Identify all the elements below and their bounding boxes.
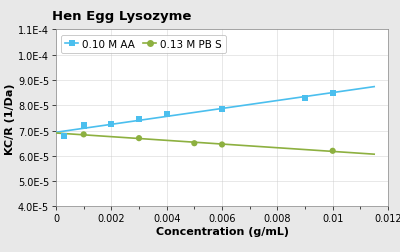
X-axis label: Concentration (g/mL): Concentration (g/mL) bbox=[156, 226, 288, 236]
Point bbox=[302, 96, 308, 100]
Point bbox=[136, 137, 142, 141]
Point bbox=[330, 149, 336, 153]
Text: Hen Egg Lysozyme: Hen Egg Lysozyme bbox=[52, 10, 191, 23]
Point bbox=[108, 123, 114, 127]
Point bbox=[164, 113, 170, 117]
Point bbox=[191, 142, 198, 146]
Legend: 0.10 M AA, 0.13 M PB S: 0.10 M AA, 0.13 M PB S bbox=[61, 36, 226, 54]
Point bbox=[219, 143, 225, 147]
Point bbox=[219, 108, 225, 112]
Y-axis label: KC/R (1/Da): KC/R (1/Da) bbox=[5, 83, 15, 154]
Point bbox=[136, 118, 142, 122]
Point bbox=[80, 124, 87, 128]
Point bbox=[80, 133, 87, 137]
Point bbox=[330, 91, 336, 95]
Point bbox=[61, 134, 68, 138]
